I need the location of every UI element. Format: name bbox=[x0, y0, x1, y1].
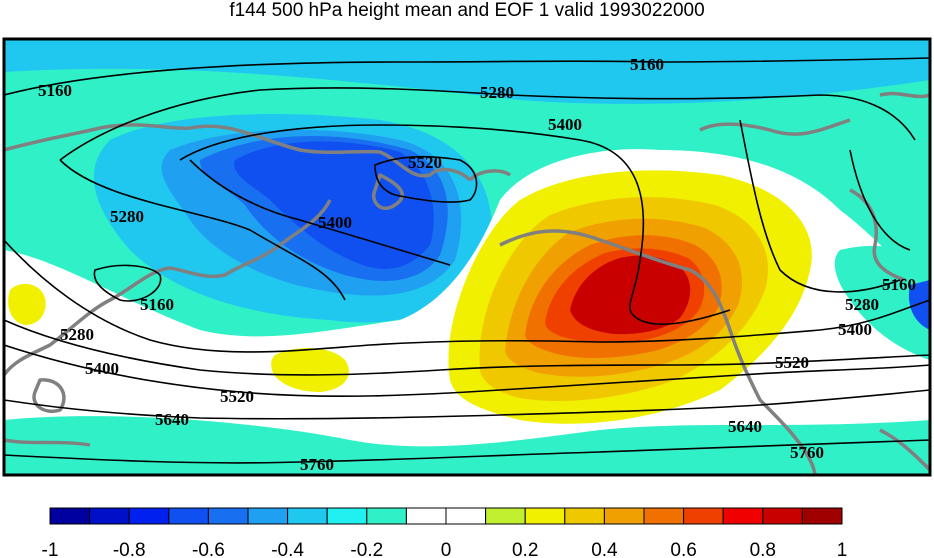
contour-label-5400-n: 5400 bbox=[548, 115, 582, 134]
shading-neg-east-core bbox=[908, 280, 930, 330]
contour-5400-south bbox=[4, 319, 930, 376]
shading-neg-east bbox=[834, 245, 930, 360]
colorbar-tick-label: -0.2 bbox=[350, 540, 383, 558]
contour-label-5280-sw: 5280 bbox=[60, 325, 94, 344]
contour-label-5640-e: 5640 bbox=[728, 417, 762, 436]
colorbar-swatch bbox=[801, 507, 843, 525]
colorbar-swatch bbox=[722, 507, 764, 525]
colorbar-tick-label: 1 bbox=[837, 540, 848, 558]
coastline-island-2 bbox=[32, 378, 66, 413]
contour-5280-north bbox=[59, 87, 916, 161]
colorbar-swatch bbox=[168, 507, 209, 525]
coastline-west bbox=[4, 199, 332, 377]
colorbar-swatch bbox=[485, 507, 526, 525]
colorbar-tick-label: -1 bbox=[42, 540, 59, 558]
shading-pos-small-mid bbox=[271, 348, 349, 392]
contour-label-5400-sw: 5400 bbox=[85, 359, 119, 378]
contour-5160-loop bbox=[93, 264, 162, 302]
contour-5520-south bbox=[4, 344, 930, 397]
colorbar-swatch bbox=[366, 507, 407, 525]
contour-5160-east-2 bbox=[849, 149, 911, 251]
contour-label-5760-s: 5760 bbox=[300, 455, 334, 474]
contour-label-5520-s: 5520 bbox=[220, 387, 254, 406]
coastline-north bbox=[4, 123, 472, 182]
contour-5280-west bbox=[59, 159, 346, 301]
colorbar-swatch bbox=[603, 507, 645, 525]
coastline-east-2 bbox=[849, 188, 906, 282]
colorbar-swatch bbox=[287, 507, 328, 525]
coastlines bbox=[4, 91, 930, 475]
contour-label-5760-e: 5760 bbox=[790, 443, 824, 462]
coastline-north-2 bbox=[468, 169, 512, 182]
shading-pos-core bbox=[570, 255, 691, 335]
contour-label-5400-w: 5400 bbox=[318, 213, 352, 232]
contour-5400-west bbox=[189, 159, 451, 266]
colorbar-swatch bbox=[683, 507, 724, 525]
colorbar-swatch bbox=[207, 507, 249, 525]
colorbar-swatch bbox=[564, 507, 605, 525]
contour-5640 bbox=[4, 389, 930, 420]
contour-label-5280-n: 5280 bbox=[480, 83, 514, 102]
colorbar-tick-label: 0.8 bbox=[750, 540, 776, 558]
contour-5520-loop bbox=[374, 155, 478, 203]
shading-south-band bbox=[4, 416, 930, 475]
colorbar: -1 -0.8 -0.6 -0.4 -0.2 0 0.2 0.4 0.6 0.8 1 bbox=[42, 507, 848, 558]
colorbar-swatch bbox=[762, 507, 803, 525]
contour-label-5160-nw: 5160 bbox=[38, 81, 72, 100]
colorbar-tick-label: -0.6 bbox=[192, 540, 225, 558]
colorbar-swatch bbox=[445, 507, 487, 525]
map-frame bbox=[2, 37, 932, 477]
colorbar-swatch bbox=[49, 507, 91, 525]
height-contours bbox=[4, 57, 930, 464]
coastline-southwest bbox=[4, 438, 91, 447]
contour-label-5160-e: 5160 bbox=[882, 275, 916, 294]
colorbar-tick-label: -0.4 bbox=[271, 540, 304, 558]
colorbar-swatch bbox=[247, 507, 289, 525]
colorbar-tick-label: 0 bbox=[441, 540, 452, 558]
contour-5160-east bbox=[739, 119, 901, 293]
contour-label-5160-w: 5160 bbox=[140, 295, 174, 314]
coastline-northeast bbox=[699, 118, 851, 136]
coastline-east bbox=[499, 229, 817, 475]
map-title: f144 500 hPa height mean and EOF 1 valid… bbox=[229, 0, 705, 21]
contour-label-5280-w: 5280 bbox=[110, 207, 144, 226]
colorbar-swatch bbox=[89, 507, 130, 525]
colorbar-tick-label: 0.6 bbox=[670, 540, 696, 558]
colorbar-tick-label: -0.8 bbox=[113, 540, 146, 558]
contour-5280-south bbox=[4, 239, 930, 353]
coastline-southeast bbox=[879, 428, 930, 472]
colorbar-swatch bbox=[524, 507, 566, 525]
colorbar-tick-label: 0.4 bbox=[591, 540, 618, 558]
colorbar-tick-label: 0.2 bbox=[512, 540, 538, 558]
contour-label-5520-n: 5520 bbox=[408, 153, 442, 172]
shading-neg-center bbox=[234, 141, 434, 269]
colorbar-swatch bbox=[128, 507, 170, 525]
colorbar-swatch bbox=[405, 507, 447, 525]
contour-label-5640-sw: 5640 bbox=[155, 410, 189, 429]
colorbar-swatch bbox=[326, 507, 368, 525]
contour-label-5400-e: 5400 bbox=[838, 320, 872, 339]
contour-label-5520-e: 5520 bbox=[775, 353, 809, 372]
contour-5400-north bbox=[179, 124, 731, 325]
contour-5160-north bbox=[4, 57, 930, 96]
coastline-northeast-2 bbox=[879, 91, 930, 99]
shading-north-band bbox=[4, 39, 930, 104]
contour-label-5160-n: 5160 bbox=[630, 55, 664, 74]
contour-5760 bbox=[4, 439, 930, 464]
colorbar-swatch bbox=[643, 507, 685, 525]
contour-labels: 5160 5160 5280 5400 5520 5280 5400 5160 … bbox=[38, 55, 916, 474]
shading-pos-small-west bbox=[8, 283, 46, 325]
contour-label-5280-e: 5280 bbox=[845, 295, 879, 314]
coastline-island-1 bbox=[372, 173, 404, 211]
